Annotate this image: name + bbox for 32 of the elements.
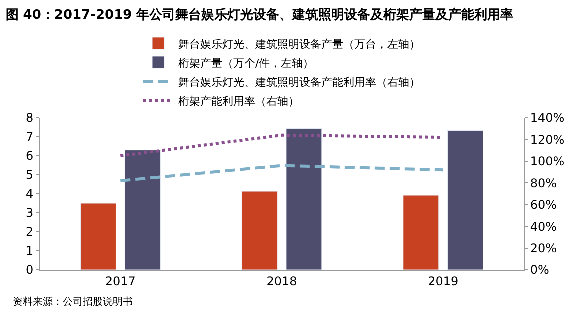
y2-tick-label: 40% — [530, 220, 558, 234]
text: 资料来源：公司招股说明书 — [13, 296, 133, 308]
bar — [242, 191, 278, 270]
bar — [124, 150, 161, 270]
x-tick-label: 2018 — [266, 274, 298, 288]
bar — [80, 203, 116, 270]
y2-tick-label: 20% — [530, 241, 558, 256]
x-tick-label: 2017 — [105, 274, 136, 288]
legend-label: 舞台娱乐灯光、建筑照明设备产量（万台，左轴） — [178, 38, 420, 51]
y-tick-label: 0 — [26, 263, 34, 278]
x-tick-label: 2019 — [428, 274, 459, 288]
y-tick-label: 4 — [26, 187, 34, 202]
y2-tick-label: 120% — [530, 132, 565, 147]
y2-tick-label: 60% — [530, 198, 558, 212]
bar — [403, 195, 440, 270]
y-tick-label: 6 — [26, 149, 34, 164]
legend-label: 桁架产量（万个/件，左轴） — [178, 56, 314, 70]
y-tick-label: 7 — [26, 130, 34, 144]
chart-title: 图 40：2017-2019 年公司舞台娱乐灯光设备、建筑照明设备及桁架产量及产能利用率 — [6, 6, 514, 23]
y2-tick-label: 100% — [530, 154, 565, 169]
y-tick-label: 3 — [26, 206, 34, 220]
bar — [448, 130, 484, 270]
y2-tick-label: 0% — [530, 263, 550, 278]
y2-tick-label: 80% — [530, 176, 558, 190]
y-tick-label: 5 — [26, 168, 34, 182]
y-tick-label: 1 — [26, 244, 34, 258]
bar — [286, 128, 322, 270]
y2-tick-label: 140% — [530, 111, 565, 126]
y-tick-label: 8 — [26, 111, 34, 126]
y-tick-label: 2 — [26, 225, 34, 240]
legend-label: 舞台娱乐灯光、建筑照明设备产能利用率（右轴） — [178, 76, 420, 89]
legend-label: 桁架产能利用率（右轴） — [178, 94, 300, 108]
